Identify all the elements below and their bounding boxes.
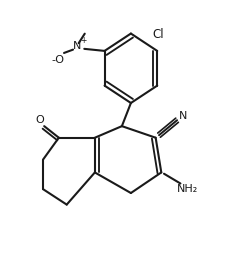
Text: N: N xyxy=(73,41,81,51)
Text: +: + xyxy=(80,36,86,45)
Text: Cl: Cl xyxy=(152,28,163,41)
Text: N: N xyxy=(178,111,187,121)
Text: O: O xyxy=(35,115,44,126)
Text: -O: -O xyxy=(52,55,65,65)
Text: NH₂: NH₂ xyxy=(176,184,197,194)
